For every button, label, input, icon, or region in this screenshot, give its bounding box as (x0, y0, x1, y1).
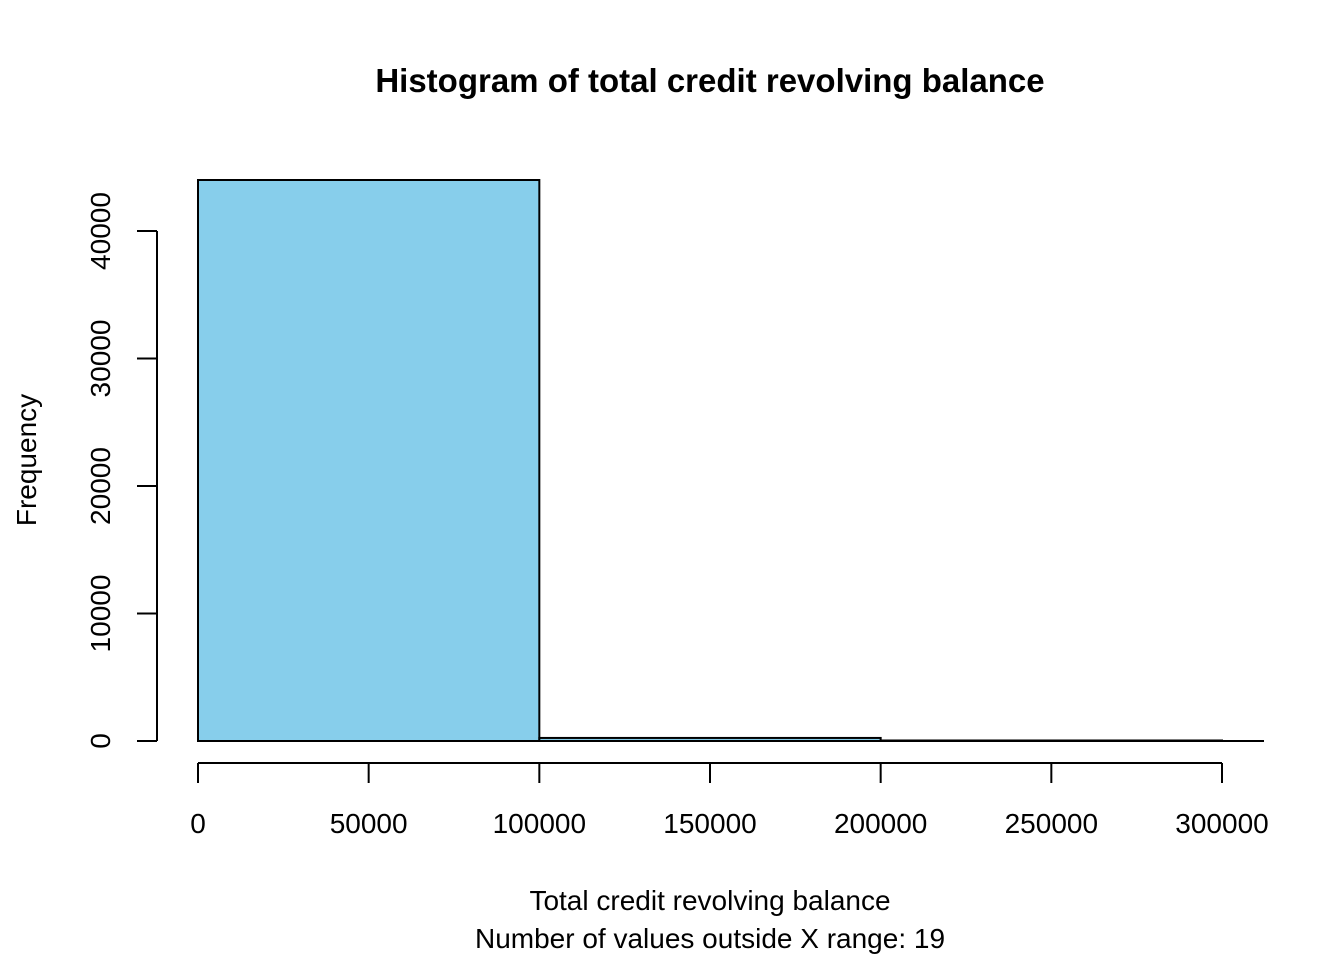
x-axis-label: Total credit revolving balance (529, 885, 890, 916)
histogram-bars (197, 179, 1224, 743)
chart-title: Histogram of total credit revolving bala… (375, 62, 1044, 99)
y-axis-label: Frequency (11, 394, 42, 526)
x-tick-label: 0 (190, 808, 206, 839)
x-tick-label: 300000 (1175, 808, 1268, 839)
x-axis: 0 50000 100000 150000 200000 250000 300000 (190, 762, 1269, 839)
x-tick-label: 50000 (330, 808, 408, 839)
y-axis: 0 10000 20000 30000 40000 (85, 192, 158, 749)
x-tick-label: 200000 (834, 808, 927, 839)
y-tick-label: 0 (85, 733, 116, 749)
x-axis-subtitle: Number of values outside X range: 19 (475, 923, 945, 954)
x-tick-label: 150000 (663, 808, 756, 839)
y-tick-label: 10000 (85, 575, 116, 653)
y-tick-label: 20000 (85, 447, 116, 525)
histogram-bar-1 (197, 179, 541, 742)
x-tick-label: 250000 (1005, 808, 1098, 839)
y-tick-label: 30000 (85, 320, 116, 398)
y-tick-label: 40000 (85, 192, 116, 270)
x-tick-label: 100000 (493, 808, 586, 839)
